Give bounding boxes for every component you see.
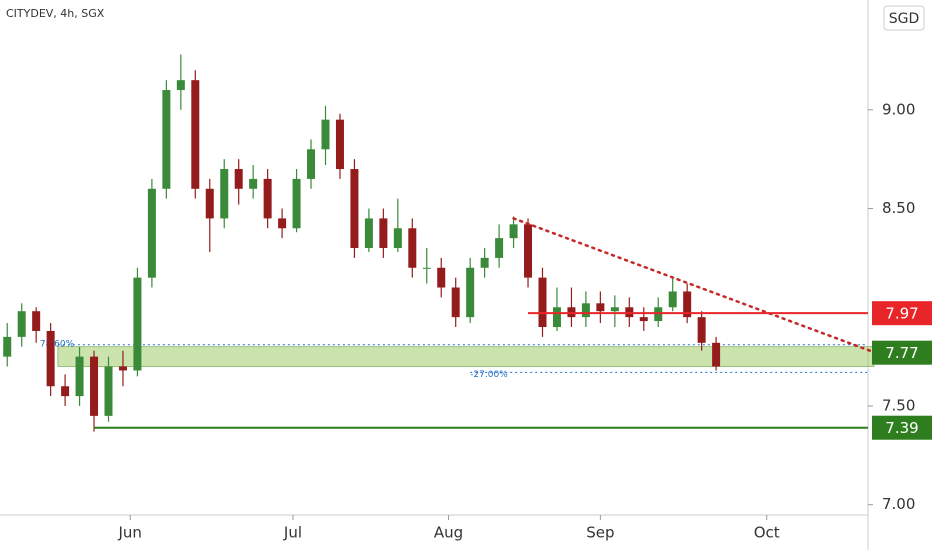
candle-body bbox=[75, 356, 84, 397]
candle-body bbox=[249, 178, 258, 189]
x-tick-label: Sep bbox=[586, 524, 614, 542]
candle-body bbox=[610, 307, 619, 312]
candle-body bbox=[668, 291, 677, 308]
x-tick-label: Oct bbox=[754, 524, 780, 542]
x-tick-label: Jun bbox=[117, 524, 141, 542]
candle-body bbox=[524, 224, 533, 278]
candle-body bbox=[220, 169, 229, 219]
price-label: 7.77 bbox=[885, 344, 918, 362]
price-label-box bbox=[872, 415, 932, 440]
candle-body bbox=[118, 366, 127, 371]
trendline bbox=[512, 217, 877, 354]
candle-body bbox=[596, 303, 605, 312]
support-zone bbox=[57, 346, 875, 367]
candle-body bbox=[104, 366, 113, 416]
candle-body bbox=[147, 188, 156, 278]
fib-label: 78.60% bbox=[40, 339, 75, 349]
candle-body bbox=[712, 342, 721, 367]
currency-label[interactable]: SGD bbox=[889, 11, 920, 27]
price-label: 7.39 bbox=[885, 419, 918, 437]
candle-body bbox=[552, 307, 561, 328]
candle-body bbox=[176, 80, 185, 91]
candle-body bbox=[90, 356, 99, 416]
y-tick-label: 7.50 bbox=[882, 396, 915, 414]
price-label: 7.97 bbox=[885, 305, 918, 323]
y-tick-label: 9.00 bbox=[882, 100, 915, 118]
candle-body bbox=[278, 218, 287, 229]
candle-body bbox=[466, 267, 475, 318]
candle-body bbox=[17, 311, 26, 337]
x-tick-label: Aug bbox=[434, 524, 463, 542]
candle-body bbox=[335, 119, 344, 170]
candle-body bbox=[408, 228, 417, 268]
candle-body bbox=[191, 80, 200, 189]
candle-body bbox=[263, 178, 272, 219]
candle-body bbox=[697, 317, 706, 343]
candle-body bbox=[234, 169, 243, 189]
candle-body bbox=[292, 178, 301, 229]
candle-body bbox=[379, 218, 388, 249]
candle-body bbox=[3, 336, 12, 357]
candle-body bbox=[437, 267, 446, 288]
candle-body bbox=[495, 238, 504, 258]
candle-body bbox=[422, 267, 431, 269]
candle-body bbox=[350, 169, 359, 249]
candle-body bbox=[61, 386, 70, 397]
candle-body bbox=[639, 317, 648, 322]
candle-body bbox=[509, 224, 518, 239]
currency-button[interactable] bbox=[883, 5, 925, 31]
y-tick-label: 8.50 bbox=[882, 199, 915, 217]
chart-title: CITYDEV, 4h, SGX bbox=[6, 7, 105, 20]
y-tick-label: 7.00 bbox=[882, 495, 915, 513]
candle-body bbox=[307, 149, 316, 179]
candle-body bbox=[683, 291, 692, 318]
candle-body bbox=[538, 277, 547, 328]
price-label-box bbox=[872, 301, 932, 326]
candle-body bbox=[321, 119, 330, 150]
candle-body bbox=[581, 303, 590, 318]
fib-label: -27.00% bbox=[470, 370, 508, 380]
candle-body bbox=[451, 287, 460, 318]
candle-body bbox=[46, 330, 55, 387]
price-label-box bbox=[872, 340, 932, 365]
candle-body bbox=[205, 188, 214, 219]
candle-body bbox=[364, 218, 373, 249]
candle-body bbox=[393, 228, 402, 249]
x-tick-label: Jul bbox=[283, 524, 302, 542]
candle-body bbox=[32, 311, 41, 331]
candle-body bbox=[162, 90, 171, 189]
candle-body bbox=[480, 257, 489, 268]
candle-body bbox=[133, 277, 142, 371]
